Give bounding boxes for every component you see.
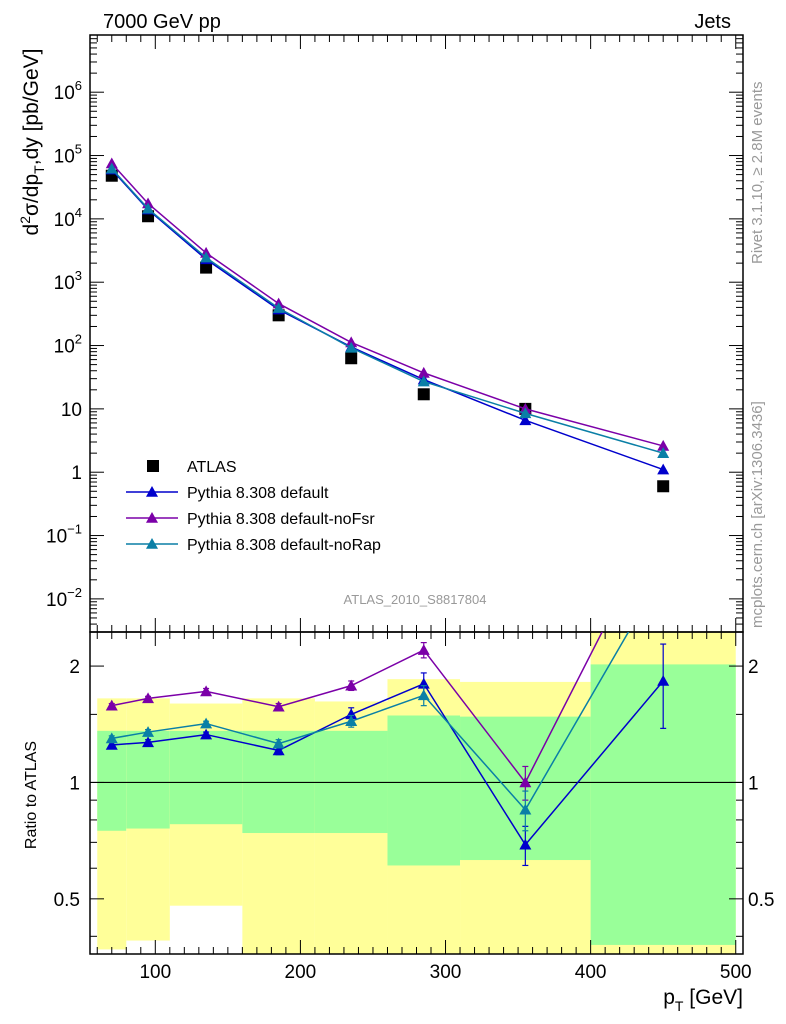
y-tick-label: 105 (54, 142, 82, 168)
ratio-y-tick-label-right: 2 (748, 657, 759, 678)
series-point (657, 463, 670, 475)
ratio-y-axis-title: Ratio to ATLAS (23, 741, 40, 849)
ratio-y-tick-label-left: 1 (69, 773, 80, 794)
series-point (417, 375, 430, 387)
legend-marker-atlas (147, 460, 159, 472)
atlas-data-point (200, 261, 213, 274)
series-point (272, 302, 285, 313)
x-tick-label: 500 (720, 962, 752, 983)
ratio-y-tick-label-left: 2 (69, 657, 80, 678)
ratio-y-tick-label-right: 0.5 (748, 890, 774, 911)
ratio-point (200, 685, 213, 697)
legend-marker (146, 486, 158, 497)
legend-label: ATLAS (187, 459, 237, 476)
legend-label: Pythia 8.308 default-noRap (187, 537, 381, 554)
legend-marker (146, 512, 158, 523)
ratio-point (272, 737, 285, 749)
axis-ticks (90, 34, 743, 954)
mcplots-reference-label: mcplots.cern.ch [arXiv:1306.3436] (749, 401, 766, 628)
rivet-version-label: Rivet 3.1.10, ≥ 2.8M events (749, 82, 766, 265)
ratio-y-tick-label-right: 1 (748, 773, 759, 794)
main-y-axis-title: d2σ/dpT,dy [pb/GeV] (17, 49, 47, 236)
y-tick-label: 106 (54, 78, 82, 104)
y-tick-label: 103 (54, 268, 82, 294)
ratio-series-group (105, 632, 670, 867)
band-green (387, 715, 461, 866)
series-point (345, 341, 358, 353)
header-jets-label: Jets (694, 11, 731, 33)
ratio-point (200, 717, 213, 729)
header-energy-label: 7000 GeV pp (103, 11, 221, 33)
main-series (105, 157, 670, 493)
atlas-data-point (417, 388, 430, 401)
legend-label: Pythia 8.308 default (187, 485, 329, 502)
y-tick-label: 10 (61, 400, 82, 421)
band-green (169, 730, 243, 825)
ratio-point (345, 708, 358, 720)
series-point (345, 336, 358, 348)
x-tick-label: 400 (575, 962, 607, 983)
series-line (111, 168, 664, 454)
ratio-point (105, 699, 118, 711)
series-point (105, 162, 118, 174)
legend: ATLAS Pythia 8.308 default Pythia 8.308 de… (126, 459, 381, 554)
ratio-point (105, 732, 118, 744)
axis-tick-labels: 100 200 300 400 50010−210−111010210310410510… (46, 78, 774, 983)
ratio-point (272, 700, 285, 712)
ratio-point (142, 692, 155, 704)
ratio-y-tick-label-left: 0.5 (54, 890, 80, 911)
series-point (417, 366, 430, 378)
ratio-point (657, 674, 670, 686)
atlas-data-point (657, 480, 670, 493)
ratio-series (105, 632, 670, 867)
ratio-point (519, 838, 532, 850)
ratio-line (111, 632, 630, 812)
atlas-data-point (345, 352, 358, 365)
series-line (111, 169, 664, 471)
ratio-point (417, 689, 430, 701)
series-point (657, 447, 670, 458)
ratio-point (345, 679, 358, 691)
y-tick-label: 10−1 (46, 522, 82, 548)
legend-marker (146, 538, 158, 549)
ratio-point (345, 715, 358, 727)
series-point (142, 202, 155, 214)
series-point (519, 414, 532, 426)
ratio-point (519, 776, 532, 788)
ratio-point (200, 728, 213, 740)
ratio-uncertainty-bands (97, 632, 736, 954)
x-tick-label: 200 (285, 962, 317, 983)
legend-label: Pythia 8.308 default-noFsr (187, 511, 375, 528)
ratio-point (417, 644, 430, 655)
x-axis-title: pT [GeV] (663, 986, 743, 1014)
ratio-point (519, 803, 532, 815)
series-point (200, 251, 213, 263)
x-tick-label: 100 (139, 962, 171, 983)
ratio-point (105, 738, 118, 750)
y-tick-label: 10−2 (46, 585, 82, 611)
analysis-id-label: ATLAS_2010_S8817804 (344, 592, 487, 607)
ratio-line (111, 632, 603, 784)
ratio-point (142, 736, 155, 748)
series-point (657, 439, 670, 451)
series-line (111, 162, 664, 447)
ratio-point (142, 726, 155, 737)
series-point (519, 407, 532, 419)
y-tick-label: 104 (54, 205, 82, 231)
ratio-point (272, 744, 285, 756)
y-tick-label: 1 (71, 463, 82, 484)
x-tick-label: 300 (430, 962, 462, 983)
y-tick-label: 102 (54, 332, 82, 358)
